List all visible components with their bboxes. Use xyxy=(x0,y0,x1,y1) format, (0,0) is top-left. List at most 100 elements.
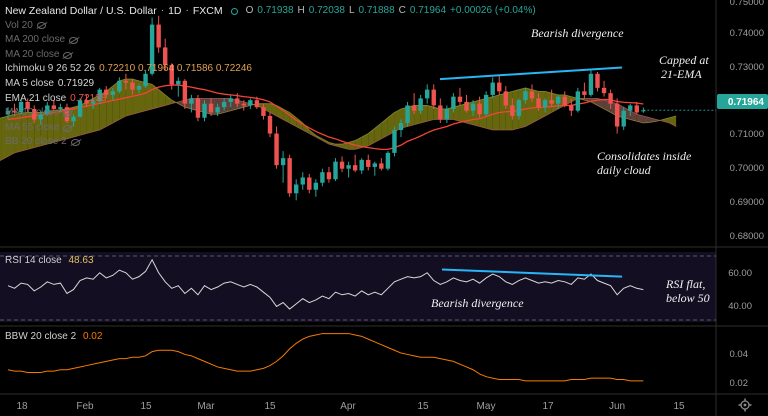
candle-body xyxy=(156,24,161,48)
cloud-segment xyxy=(387,112,395,136)
price-tick: 0.71000 xyxy=(730,129,764,140)
candle-body xyxy=(326,172,332,180)
time-tick: 17 xyxy=(542,401,554,412)
candle-body xyxy=(431,89,436,106)
candle-body xyxy=(523,91,528,101)
candle-body xyxy=(418,98,423,111)
candle-body xyxy=(542,100,548,108)
eye-hidden-icon[interactable] xyxy=(69,36,79,44)
bbw-tick: 0.02 xyxy=(730,378,749,389)
eye-hidden-icon[interactable] xyxy=(36,22,46,30)
candle-body xyxy=(51,105,57,109)
annotation-capped-line1: Capped at xyxy=(659,53,709,67)
candle-body xyxy=(287,158,292,194)
candle-body xyxy=(411,105,417,111)
time-axis[interactable]: 18 Feb 15 Mar 15 Apr 15 May 17 Jun 15 xyxy=(16,401,685,412)
candle-body xyxy=(556,96,561,104)
candle-body xyxy=(58,107,63,109)
low-value: 0.71888 xyxy=(358,5,395,16)
time-tick: 18 xyxy=(16,401,28,412)
candle-body xyxy=(588,73,594,95)
candle-body xyxy=(261,107,266,116)
cloud-segment xyxy=(53,109,61,143)
cloud-segment xyxy=(243,101,251,108)
ema21-line xyxy=(7,84,644,151)
eye-hidden-icon[interactable] xyxy=(63,51,73,59)
cloud-segment xyxy=(374,123,382,143)
candle-body xyxy=(444,108,450,120)
eye-hidden-icon[interactable] xyxy=(63,109,73,117)
candle-body xyxy=(483,94,489,115)
indicator-row[interactable]: MA 55 close xyxy=(5,121,536,136)
rsi-legend[interactable]: RSI 14 close 48.63 xyxy=(5,255,94,266)
candle-body xyxy=(339,161,345,169)
symbol-title: New Zealand Dollar / U.S. Dollar xyxy=(5,5,157,17)
indicator-row[interactable]: Ichimoku 9 26 52 26 0.72210 0.71964 0.715… xyxy=(5,62,536,77)
candle-body xyxy=(182,80,188,104)
cloud-segment xyxy=(335,144,343,148)
candle-body xyxy=(366,159,371,167)
rsi-axis[interactable]: 60.00 40.00 xyxy=(728,268,752,312)
indicator-row[interactable]: MA 200 close xyxy=(5,33,536,48)
price-axis[interactable]: 0.75000 0.74000 0.73000 0.71000 0.70000 … xyxy=(717,0,768,242)
indicator-row[interactable]: EMA 21 close 0.72138 xyxy=(5,92,536,107)
time-tick: 15 xyxy=(264,401,276,412)
bbw-value: 0.02 xyxy=(82,331,103,342)
indicator-row[interactable]: MA 5 close 0.71929 xyxy=(5,77,536,92)
rsi-panel-background xyxy=(0,252,716,322)
time-tick: 15 xyxy=(673,401,685,412)
cloud-segment xyxy=(545,91,552,116)
bbw-line xyxy=(7,333,644,382)
bbw-path xyxy=(7,333,644,382)
symbol-header[interactable]: New Zealand Dollar / U.S. Dollar · 1D · … xyxy=(5,5,536,17)
annotation-consolidates-line1: Consolidates inside xyxy=(597,149,692,163)
cloud-segment xyxy=(643,115,650,123)
change-value: +0.00026 (+0.04%) xyxy=(450,5,536,16)
gear-icon[interactable] xyxy=(738,398,752,412)
indicator-row[interactable]: BB 20 close 2 xyxy=(5,135,536,150)
candle-body xyxy=(549,100,554,104)
candle-body xyxy=(608,93,613,104)
eye-hidden-icon[interactable] xyxy=(63,124,73,132)
candle-body xyxy=(274,133,279,166)
candle-body xyxy=(12,110,17,113)
rsi-path xyxy=(7,258,644,310)
cloud-segment xyxy=(47,110,54,145)
candle-body xyxy=(117,80,122,92)
indicator-row[interactable]: MA 20 close xyxy=(5,48,536,63)
candle-body xyxy=(176,80,181,85)
eye-hidden-icon[interactable] xyxy=(70,139,80,147)
rsi-line xyxy=(7,258,644,310)
indicator-row[interactable]: MA 10 close xyxy=(5,106,536,121)
candle-body xyxy=(438,105,443,120)
close-value: 0.71964 xyxy=(409,5,447,16)
rsi-trendline xyxy=(441,268,623,278)
bbw-label: BBW 20 close 2 xyxy=(5,331,77,342)
candle-body xyxy=(490,82,495,95)
bbw-legend[interactable]: BBW 20 close 2 0.02 xyxy=(5,331,102,342)
time-tick: Feb xyxy=(76,401,94,412)
open-label: O xyxy=(245,5,254,16)
indicator-label: Vol 20 xyxy=(5,19,33,31)
indicator-label: MA 20 close xyxy=(5,48,60,60)
candle-body xyxy=(582,91,587,95)
interval-label[interactable]: 1D xyxy=(168,5,182,17)
indicator-row[interactable]: Vol 20 xyxy=(5,19,536,34)
candle-body xyxy=(536,98,541,108)
candle-body xyxy=(628,105,633,111)
candle-body xyxy=(90,101,96,104)
candle-body xyxy=(189,98,194,104)
close-label: C xyxy=(398,5,406,16)
annotation-rsi-flat-line1: RSI flat, xyxy=(665,277,705,291)
candle-body xyxy=(18,101,24,113)
candle-body xyxy=(569,105,574,111)
candle-body xyxy=(595,73,600,88)
candle-body xyxy=(352,165,358,171)
bbw-axis[interactable]: 0.04 0.02 xyxy=(730,349,749,389)
candle-body xyxy=(254,100,260,108)
time-tick: Jun xyxy=(609,401,625,412)
high-label: H xyxy=(297,5,305,16)
price-tick: 0.73000 xyxy=(730,62,764,73)
